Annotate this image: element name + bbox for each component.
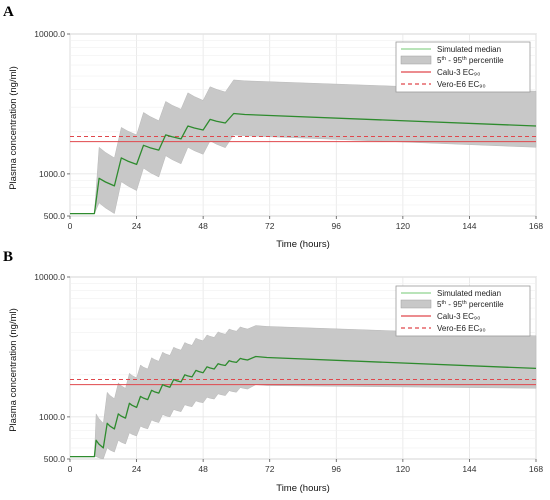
x-tick-label: 24 [132, 221, 142, 231]
x-tick-label: 72 [265, 464, 275, 474]
x-ticks-b: 0 24 48 72 96 120 144 168 [68, 459, 543, 474]
simulated-median-line [70, 355, 537, 458]
ec90-lines-b [70, 379, 536, 386]
y-tick-label: 10000.0 [34, 272, 65, 282]
ec90-lines-a [70, 136, 536, 143]
x-tick-label: 168 [529, 221, 543, 231]
legend-vero-label-a: Vero-E6 EC₉₀ [437, 80, 486, 89]
x-tick-label: 72 [265, 221, 275, 231]
legend-a: Simulated median 5th - 95th percentile C… [395, 41, 531, 93]
percentile-band-b [70, 325, 537, 460]
simulated-median-line [70, 112, 537, 215]
x-tick-label: 144 [462, 221, 476, 231]
legend-b: Simulated median 5th - 95th percentile C… [395, 285, 531, 337]
percentile-band-area [70, 325, 537, 460]
legend-calu3-label-a: Calu-3 EC₉₀ [437, 68, 480, 77]
legend-calu3-label-b: Calu-3 EC₉₀ [437, 312, 480, 321]
x-tick-label: 96 [332, 464, 342, 474]
x-ticks-a: 0 24 48 72 96 120 144 168 [68, 216, 543, 231]
x-tick-label: 48 [198, 464, 208, 474]
x-tick-label: 48 [198, 221, 208, 231]
x-tick-label: 144 [462, 464, 476, 474]
legend-band-swatch-b [400, 299, 432, 309]
x-axis-title-a: Time (hours) [276, 239, 330, 250]
x-tick-label: 168 [529, 464, 543, 474]
y-axis-title-b: Plasma concentration (ng/ml) [8, 308, 19, 432]
y-tick-label: 500.0 [44, 454, 66, 464]
panel-b: B 0 24 48 72 96 120 144 168 500.01000.010000.0 … [3, 249, 543, 494]
y-tick-label: 1000.0 [39, 412, 65, 422]
legend-median-label-a: Simulated median [437, 45, 501, 54]
legend-band-label-b: 5th - 95th percentile [437, 300, 504, 309]
x-tick-label: 96 [332, 221, 342, 231]
legend-median-label-b: Simulated median [437, 289, 501, 298]
x-tick-label: 0 [68, 464, 73, 474]
percentile-band-a [70, 79, 537, 214]
x-tick-label: 24 [132, 464, 142, 474]
y-tick-label: 1000.0 [39, 169, 65, 179]
median-line-b [70, 355, 537, 458]
y-ticks-a: 500.0 1000.0 10000.0 [34, 29, 70, 221]
x-tick-label: 120 [396, 221, 410, 231]
panel-letter-a: A [3, 4, 14, 20]
legend-vero-label-b: Vero-E6 EC₉₀ [437, 324, 486, 333]
legend-band-swatch-a [400, 55, 432, 65]
x-axis-title-b: Time (hours) [276, 483, 330, 494]
x-tick-label: 0 [68, 221, 73, 231]
median-line-a [70, 112, 537, 215]
y-ticks-b: 500.0 1000.0 10000.0 [34, 272, 70, 464]
x-tick-label: 120 [396, 464, 410, 474]
panel-letter-b: B [3, 249, 13, 265]
panel-a: A 0 24 48 72 96 120 144 168 500.01000.010000.0 … [3, 4, 543, 250]
y-axis-title-a: Plasma concentration (ng/ml) [8, 66, 19, 190]
legend-band-label-a: 5th - 95th percentile [437, 56, 504, 65]
y-tick-label: 500.0 [44, 211, 66, 221]
percentile-band-area [70, 79, 537, 214]
y-tick-label: 10000.0 [34, 29, 65, 39]
